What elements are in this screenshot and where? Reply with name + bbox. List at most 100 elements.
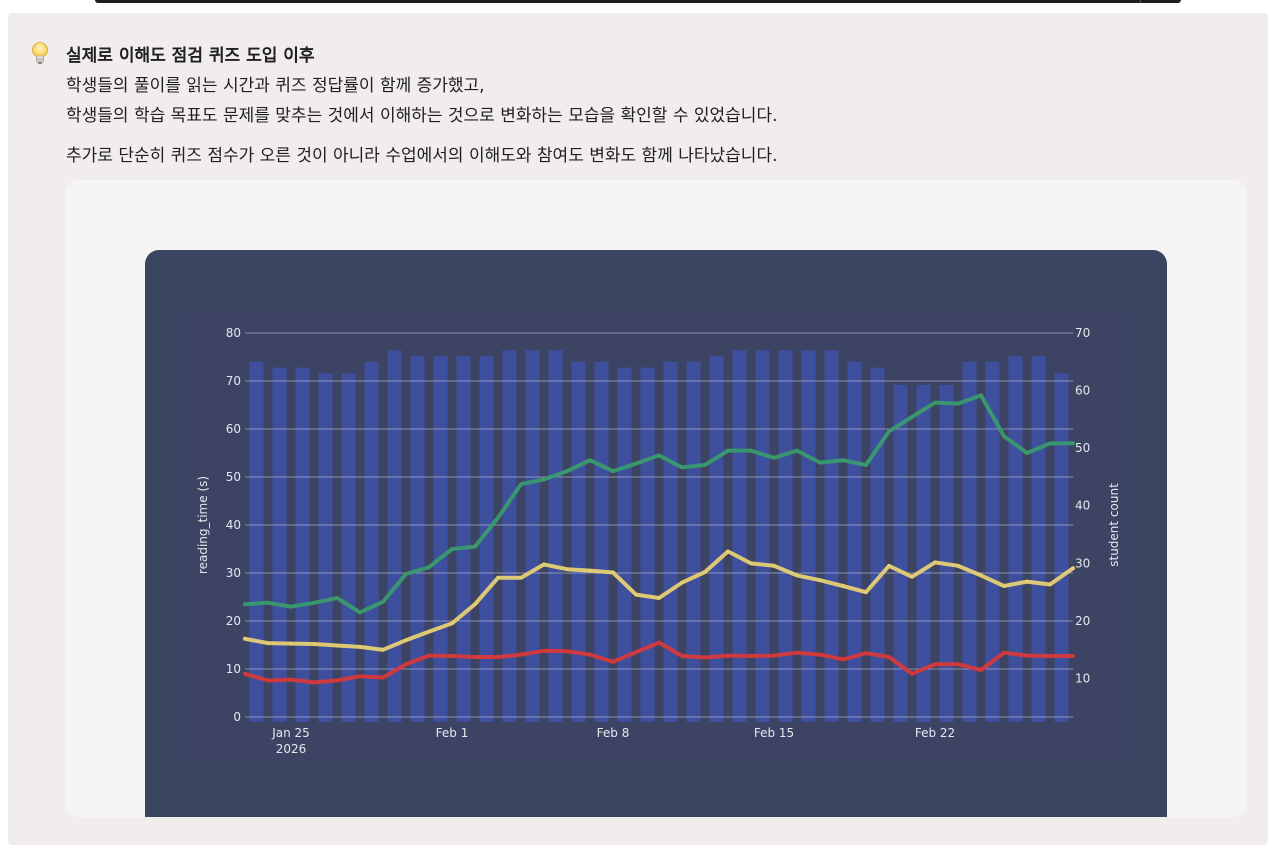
series-3-point — [243, 672, 247, 676]
series-1-point — [243, 602, 247, 606]
student-count-bar — [387, 350, 402, 722]
series-3-point — [358, 674, 362, 678]
y-tick-label: 30 — [226, 566, 241, 580]
series-1-point — [956, 401, 960, 406]
top-divider-bar — [95, 0, 1181, 3]
series-3-point — [818, 653, 822, 657]
series-1-point — [312, 601, 316, 605]
series-3-point — [266, 678, 270, 683]
series-2-point — [956, 564, 960, 568]
y2-tick-label: 70 — [1075, 326, 1090, 340]
series-3-point — [519, 653, 523, 657]
series-2-point — [910, 575, 914, 579]
series-1-point — [979, 393, 983, 397]
series-3-point — [473, 655, 477, 659]
x-tick-label: Feb 1 — [436, 726, 469, 740]
series-3-point — [910, 672, 914, 676]
series-2-point — [381, 648, 385, 652]
series-2-point — [703, 570, 707, 574]
series-1-point — [427, 565, 431, 569]
series-3-point — [979, 668, 983, 672]
student-count-bar — [617, 367, 632, 722]
student-count-bar — [778, 350, 793, 722]
series-2-point — [818, 578, 822, 582]
series-3-point — [680, 654, 684, 658]
series-1-point — [611, 469, 615, 473]
series-3-point — [1071, 654, 1075, 658]
series-1-point — [772, 456, 776, 460]
series-1-point — [933, 401, 937, 405]
series-1-point — [1071, 441, 1075, 445]
callout-line-3: 추가로 단순히 퀴즈 점수가 오른 것이 아니라 수업에서의 이해도와 참여도 … — [66, 146, 778, 166]
callout-text: 실제로 이해도 점검 퀴즈 도입 이후 학생들의 풀이를 읽는 시간과 퀴즈 정… — [66, 41, 1246, 171]
series-3-point — [588, 653, 592, 657]
student-count-bar — [272, 367, 287, 722]
series-2-point — [243, 637, 247, 641]
x-tick-label: Feb 22 — [915, 726, 955, 740]
series-1-point — [404, 572, 408, 576]
series-1-point — [680, 465, 684, 469]
series-2-point — [864, 590, 868, 594]
y-tick-label: 50 — [226, 470, 241, 484]
series-3-point — [1048, 654, 1052, 658]
y2-tick-label: 50 — [1075, 441, 1090, 455]
series-1-point — [473, 545, 477, 549]
lightbulb-icon — [32, 42, 48, 64]
y2-tick-label: 60 — [1075, 384, 1090, 398]
student-count-bar — [594, 361, 609, 722]
series-2-point — [335, 643, 339, 648]
student-count-bar — [893, 384, 908, 722]
series-1-point — [818, 461, 822, 465]
student-count-bar — [571, 361, 586, 722]
y-tick-label: 0 — [233, 710, 241, 724]
series-3-point — [726, 653, 730, 658]
series-2-point — [795, 573, 799, 577]
series-1-point — [864, 463, 868, 467]
series-2-point — [841, 584, 845, 588]
callout-title: 실제로 이해도 점검 퀴즈 도입 이후 — [66, 46, 315, 66]
series-2-point — [427, 629, 431, 634]
y2-tick-label: 30 — [1075, 556, 1090, 570]
series-2-point — [634, 593, 638, 597]
x-tick-label: Jan 25 — [271, 726, 310, 740]
y2-tick-label: 10 — [1075, 671, 1090, 685]
series-3-point — [772, 653, 776, 658]
series-2-point — [1002, 584, 1006, 588]
series-3-point — [887, 655, 891, 659]
series-3-point — [381, 676, 385, 680]
student-count-bar — [801, 350, 816, 722]
series-2-point — [749, 561, 753, 565]
series-1-point — [887, 429, 891, 433]
series-2-point — [542, 562, 546, 566]
series-1-point — [542, 477, 546, 481]
student-count-bar — [962, 361, 977, 722]
top-divider-end — [1140, 0, 1141, 3]
series-2-point — [450, 621, 454, 625]
student-count-bar — [364, 361, 379, 722]
series-2-point — [588, 569, 592, 573]
series-3-point — [749, 654, 753, 658]
student-count-bar — [479, 356, 494, 722]
callout-line-2: 학생들의 학습 목표도 문제를 맞추는 것에서 이해하는 것으로 변화하는 모습… — [66, 106, 778, 126]
student-count-bar — [847, 361, 862, 722]
y-tick-label: 10 — [226, 662, 241, 676]
series-2-point — [726, 549, 730, 553]
student-count-bar — [824, 350, 839, 722]
series-1-point — [496, 516, 500, 520]
student-count-bar — [410, 356, 425, 722]
series-2-point — [933, 560, 937, 565]
series-2-point — [519, 576, 523, 580]
series-2-point — [289, 641, 293, 646]
y-tick-label: 70 — [226, 374, 241, 388]
series-3-point — [450, 654, 454, 658]
student-count-bar — [502, 350, 517, 722]
series-1-point — [657, 453, 661, 457]
series-1-point — [289, 605, 293, 609]
student-count-bar — [1054, 373, 1069, 722]
student-count-bar — [341, 373, 356, 722]
chart-dashboard-card: 0 10 20 30 40 50 60 70 80 10 20 30 40 50 60 70 Jan 25 202… — [145, 250, 1167, 817]
series-1-point — [335, 596, 339, 600]
series-1-point — [381, 600, 385, 604]
student-count-bar — [1031, 356, 1046, 722]
y2-axis-title: student count — [1107, 483, 1121, 567]
